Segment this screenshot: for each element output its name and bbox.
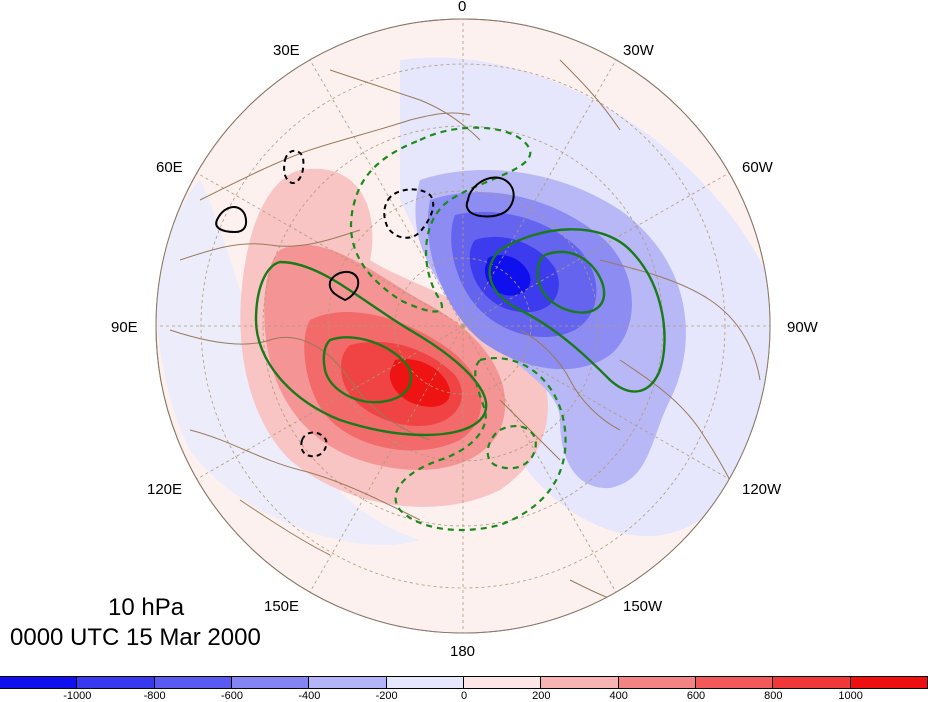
colorbar-swatch — [0, 676, 78, 689]
time-label: 0000 UTC 15 Mar 2000 — [10, 624, 261, 651]
colorbar-tick-label: 400 — [609, 690, 628, 702]
colorbar-tick-label: 800 — [764, 690, 783, 702]
level-label: 10 hPa — [108, 594, 185, 621]
colorbar-swatch — [849, 676, 928, 689]
lon-label-30w: 30W — [623, 42, 654, 59]
lon-label-90w: 90W — [787, 319, 818, 336]
colorbar-tick-label: 1000 — [838, 690, 863, 702]
polar-map — [155, 18, 771, 634]
colorbar-swatch — [76, 676, 155, 689]
shade-pos-1000 — [389, 359, 451, 407]
colorbar-swatch — [308, 676, 387, 689]
colorbar-tick-label: -600 — [220, 690, 244, 702]
colorbar-tick-label: -800 — [143, 690, 166, 702]
shade-neg-1000 — [484, 255, 531, 296]
map-border — [155, 18, 771, 634]
black-contours — [215, 176, 515, 302]
lon-label-60e: 60E — [156, 159, 183, 176]
lon-label-120e: 120E — [147, 481, 183, 498]
colorbar-tick-label: -1000 — [63, 690, 92, 702]
colorbar-swatch — [772, 676, 851, 689]
colorbar — [0, 676, 928, 689]
colorbar-tick-label: 200 — [532, 690, 551, 702]
colorbar-swatch — [153, 676, 232, 689]
colorbar-swatch — [617, 676, 696, 689]
lon-label-150w: 150W — [623, 598, 663, 615]
colorbar-swatch — [694, 676, 774, 689]
colorbar-swatch — [230, 676, 310, 689]
lon-label-30e: 30E — [273, 42, 300, 59]
green-dashed-contours — [349, 126, 567, 532]
lon-label-150e: 150E — [264, 598, 300, 615]
colorbar-tick-label: -200 — [375, 690, 398, 702]
lon-label-180: 180 — [450, 643, 476, 660]
colorbar-tick-label: 0 — [460, 690, 468, 702]
lon-label-0: 0 — [458, 0, 467, 15]
colorbar-tick-label: -400 — [298, 690, 321, 702]
lat-circle-50 — [200, 63, 726, 589]
colorbar-swatch — [540, 676, 619, 689]
colorbar-swatch — [385, 676, 464, 689]
green-solid-contours — [254, 228, 666, 437]
lon-label-120w: 120W — [742, 481, 782, 498]
lon-label-90e: 90E — [111, 319, 138, 336]
lon-label-60w: 60W — [742, 159, 773, 176]
colorbar-tick-label: 600 — [686, 690, 706, 702]
colorbar-swatch — [462, 676, 542, 689]
shade-neg-weak-west — [156, 180, 420, 546]
black-dashed-contours — [283, 149, 435, 458]
